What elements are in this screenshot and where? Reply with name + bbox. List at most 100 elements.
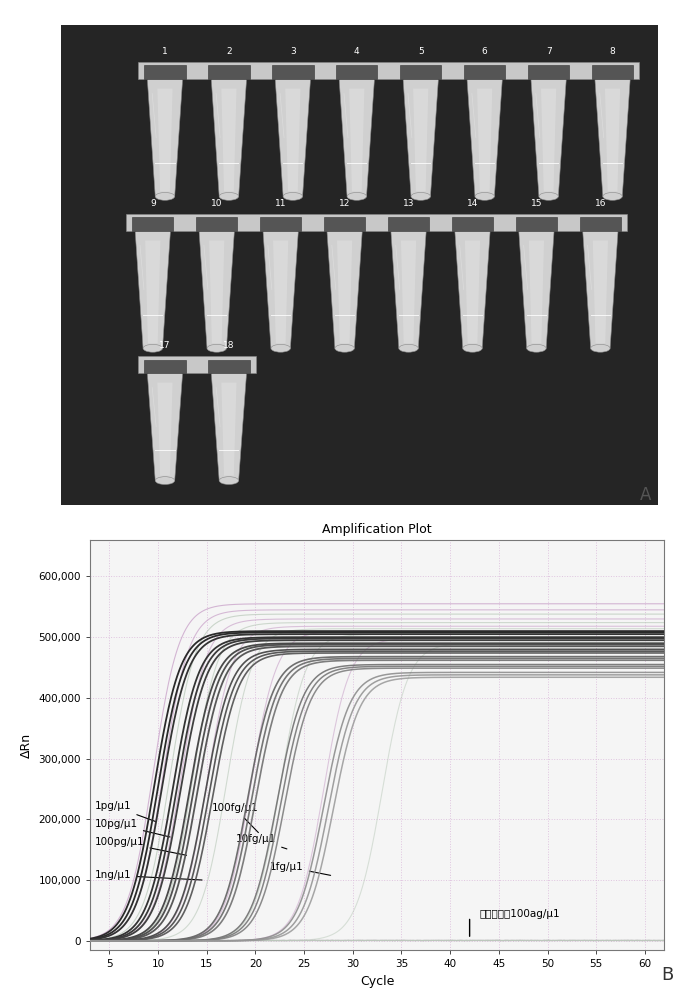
Ellipse shape [219,477,239,485]
Polygon shape [285,89,300,192]
Ellipse shape [463,344,482,352]
Ellipse shape [283,192,302,200]
Text: 18: 18 [223,341,235,350]
Polygon shape [592,65,633,79]
Polygon shape [467,79,502,196]
Ellipse shape [335,344,354,352]
Text: 7: 7 [546,47,552,56]
Polygon shape [147,373,183,481]
Ellipse shape [219,192,239,200]
Polygon shape [388,217,429,231]
Ellipse shape [603,192,622,200]
Polygon shape [403,79,439,196]
Polygon shape [541,89,556,192]
Polygon shape [337,240,352,343]
Polygon shape [605,89,620,192]
Polygon shape [413,89,428,192]
Text: 13: 13 [403,199,415,208]
Ellipse shape [539,192,558,200]
Polygon shape [455,231,490,348]
Polygon shape [580,217,621,231]
Text: 10: 10 [211,199,223,208]
Polygon shape [324,217,365,231]
Text: 1ng/μ1: 1ng/μ1 [95,870,202,880]
Polygon shape [336,65,378,79]
Text: 1: 1 [162,47,168,56]
Text: 10pg/μ1: 10pg/μ1 [95,819,170,837]
Polygon shape [339,79,374,196]
Polygon shape [144,65,185,79]
Ellipse shape [271,344,291,352]
Text: 1fg/μ1: 1fg/μ1 [270,862,331,875]
Polygon shape [221,383,237,476]
Text: 1pg/μ1: 1pg/μ1 [95,801,156,821]
Polygon shape [208,360,250,373]
Ellipse shape [207,344,226,352]
Polygon shape [144,360,185,373]
Ellipse shape [143,344,163,352]
Polygon shape [529,240,544,343]
FancyBboxPatch shape [62,25,658,505]
Text: 4: 4 [354,47,360,56]
Polygon shape [157,89,172,192]
Polygon shape [327,231,363,348]
Text: 100pg/μ1: 100pg/μ1 [95,837,187,855]
Polygon shape [349,89,365,192]
Ellipse shape [475,192,494,200]
Bar [138,356,256,373]
Polygon shape [477,89,492,192]
Ellipse shape [591,344,610,352]
Polygon shape [211,373,246,481]
Polygon shape [208,65,250,79]
Polygon shape [401,240,416,343]
Ellipse shape [155,192,174,200]
Polygon shape [528,65,570,79]
Polygon shape [145,240,161,343]
Text: 2: 2 [226,47,232,56]
Text: 6: 6 [482,47,488,56]
Polygon shape [272,65,313,79]
Polygon shape [157,383,172,476]
Text: 11: 11 [275,199,286,208]
Polygon shape [519,231,554,348]
Bar [138,62,639,79]
Polygon shape [516,217,557,231]
Text: 空白对照，100ag/μ1: 空白对照，100ag/μ1 [480,909,560,919]
Polygon shape [531,79,566,196]
Polygon shape [595,79,630,196]
Ellipse shape [399,344,418,352]
Polygon shape [260,217,302,231]
Ellipse shape [527,344,546,352]
Polygon shape [132,217,174,231]
Polygon shape [400,65,441,79]
Polygon shape [464,65,505,79]
Polygon shape [199,231,235,348]
Polygon shape [593,240,608,343]
Text: 15: 15 [531,199,543,208]
Polygon shape [273,240,289,343]
Y-axis label: ΔRn: ΔRn [20,732,33,758]
Text: A: A [640,486,652,504]
Polygon shape [583,231,618,348]
Polygon shape [211,79,246,196]
Ellipse shape [411,192,430,200]
Polygon shape [465,240,480,343]
Title: Amplification Plot: Amplification Plot [322,523,432,536]
Ellipse shape [155,477,174,485]
Ellipse shape [347,192,367,200]
Polygon shape [135,231,170,348]
Text: 16: 16 [594,199,606,208]
Text: 10fg/μ1: 10fg/μ1 [236,834,287,849]
Bar [126,214,627,231]
Polygon shape [147,79,183,196]
Text: 8: 8 [610,47,615,56]
Text: 100fg/μ1: 100fg/μ1 [212,803,258,833]
Text: 12: 12 [339,199,350,208]
Polygon shape [196,217,237,231]
Polygon shape [209,240,224,343]
X-axis label: Cycle: Cycle [360,975,394,988]
Text: 9: 9 [150,199,156,208]
Polygon shape [452,217,493,231]
Polygon shape [275,79,311,196]
Polygon shape [263,231,298,348]
